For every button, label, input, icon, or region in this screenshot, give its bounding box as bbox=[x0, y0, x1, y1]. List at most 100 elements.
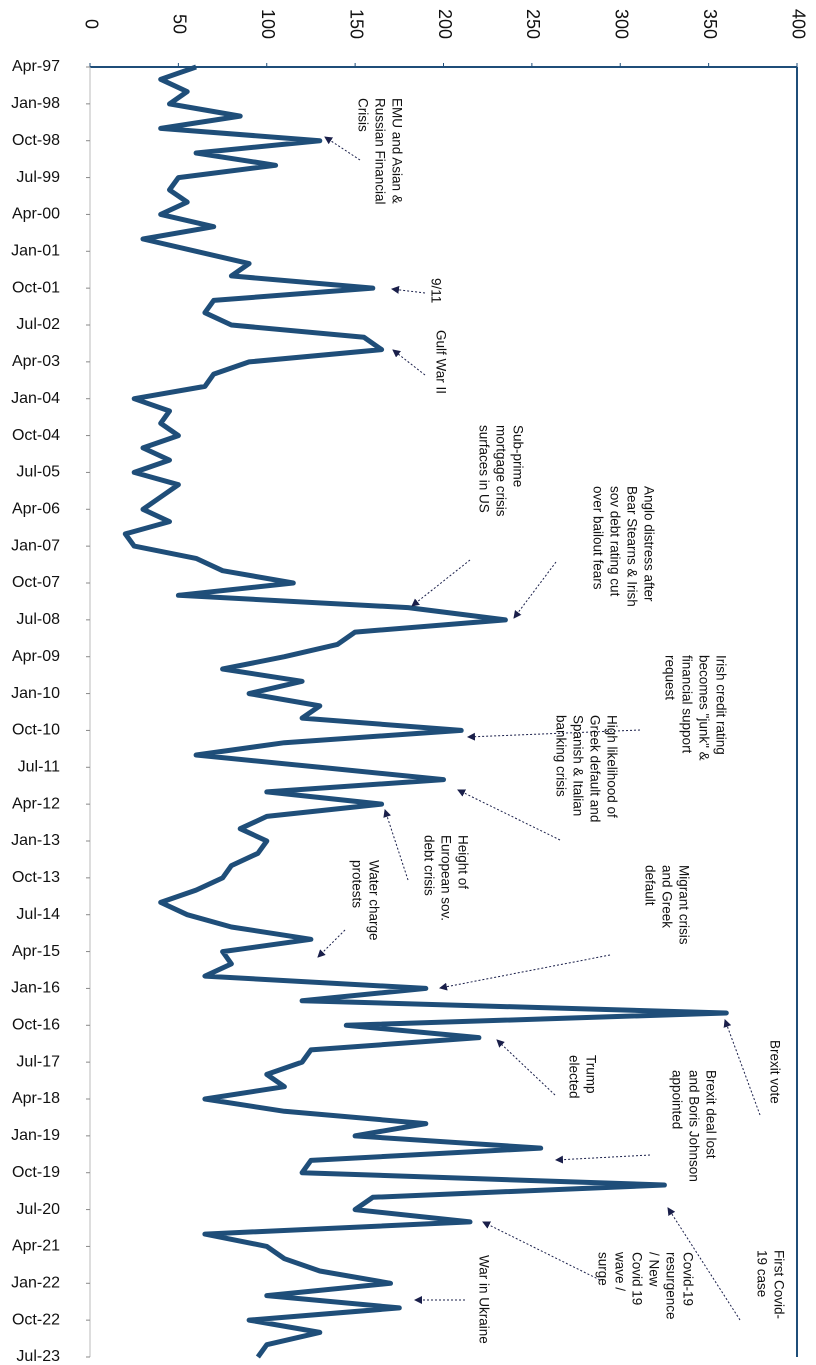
annotation-arrow bbox=[383, 809, 409, 881]
category-label: Jul-14 bbox=[16, 906, 60, 923]
category-label: Oct-07 bbox=[12, 574, 60, 591]
annotation: surfaces in US bbox=[476, 425, 491, 513]
category-label: Apr-12 bbox=[12, 795, 60, 812]
category-label: Apr-21 bbox=[12, 1238, 60, 1255]
category-label: Jan-13 bbox=[11, 832, 60, 849]
annotation: Greek default and bbox=[587, 715, 602, 822]
annotation-arrow bbox=[411, 559, 471, 607]
annotation-arrow bbox=[496, 1039, 556, 1096]
annotation-arrow bbox=[467, 729, 641, 741]
annotation: Trump bbox=[583, 1055, 598, 1094]
category-label: Jul-08 bbox=[16, 611, 60, 628]
annotation-arrow bbox=[391, 285, 426, 294]
annotation: Covid 19 bbox=[629, 1252, 644, 1305]
annotation: and Greek bbox=[659, 865, 674, 928]
annotation-arrow bbox=[482, 1221, 601, 1281]
value-tick-label: 400 bbox=[788, 9, 808, 39]
annotation: Covid-19 bbox=[680, 1252, 695, 1306]
category-label: Jul-23 bbox=[16, 1348, 60, 1365]
annotation-arrow bbox=[392, 349, 426, 376]
value-tick-label: 50 bbox=[170, 14, 190, 34]
annotation: Migrant crisis bbox=[676, 865, 691, 945]
annotation: surge bbox=[595, 1252, 610, 1286]
annotation-arrow bbox=[439, 954, 611, 991]
annotation: Height of bbox=[455, 835, 470, 889]
category-label: Oct-13 bbox=[12, 869, 60, 886]
annotation: financial support bbox=[679, 655, 694, 754]
annotation-arrow bbox=[324, 136, 361, 161]
value-tick-label: 300 bbox=[612, 9, 632, 39]
annotation-arrow bbox=[513, 561, 557, 619]
category-label: Jan-07 bbox=[11, 537, 60, 554]
value-tick-label: 150 bbox=[346, 9, 366, 39]
annotation: request bbox=[662, 655, 677, 700]
annotation: default bbox=[642, 865, 657, 906]
annotation: 9/11 bbox=[428, 278, 443, 303]
category-label: Apr-97 bbox=[12, 58, 60, 75]
annotation: Crisis bbox=[355, 98, 370, 132]
data-line bbox=[122, 64, 729, 1359]
category-label: Apr-06 bbox=[12, 501, 60, 518]
value-tick-label: 350 bbox=[700, 9, 720, 39]
annotation: mortgage crisis bbox=[493, 425, 508, 517]
annotation: resurgence bbox=[663, 1252, 678, 1320]
annotation: Water charge bbox=[366, 860, 381, 941]
annotation: sov debt rating cut bbox=[607, 486, 622, 597]
category-label: Jul-17 bbox=[16, 1053, 60, 1070]
category-label: Apr-09 bbox=[12, 648, 60, 665]
annotation: over bailout fears bbox=[590, 486, 605, 590]
annotation: Sub-prime bbox=[510, 425, 525, 487]
annotation: / New bbox=[646, 1252, 661, 1287]
category-label: Apr-03 bbox=[12, 353, 60, 370]
category-label: Oct-01 bbox=[12, 279, 60, 296]
category-label: Jan-01 bbox=[11, 243, 60, 260]
annotation: Anglo distress after bbox=[641, 486, 656, 602]
category-label: Jan-22 bbox=[11, 1275, 60, 1292]
category-label: Jul-02 bbox=[16, 316, 60, 333]
annotation: Bear Stearns & Irish bbox=[624, 486, 639, 607]
category-label: Jan-04 bbox=[11, 390, 60, 407]
annotation: Gulf War II bbox=[433, 330, 448, 394]
annotation: becomes "junk" & bbox=[696, 655, 711, 761]
annotation: EMU and Asian & bbox=[389, 98, 404, 204]
annotation-arrow bbox=[457, 789, 561, 841]
annotation: banking crisis bbox=[553, 715, 568, 797]
value-tick-label: 0 bbox=[81, 19, 101, 29]
annotation-arrow bbox=[723, 1019, 761, 1116]
value-tick-label: 100 bbox=[258, 9, 278, 39]
category-label: Oct-22 bbox=[12, 1311, 60, 1328]
annotation: Brexit vote bbox=[767, 1040, 782, 1104]
annotation: protests bbox=[349, 860, 364, 908]
value-tick-label: 200 bbox=[435, 9, 455, 39]
category-label: Oct-19 bbox=[12, 1164, 60, 1181]
category-label: Jul-05 bbox=[16, 464, 60, 481]
annotation: High likelihood of bbox=[604, 715, 619, 818]
annotation-arrow bbox=[317, 929, 346, 958]
category-label: Oct-10 bbox=[12, 722, 60, 739]
annotation: appointed bbox=[669, 1070, 684, 1129]
category-label: Oct-98 bbox=[12, 132, 60, 149]
annotation: War in Ukraine bbox=[476, 1255, 491, 1344]
annotation: Brexit deal lost bbox=[703, 1070, 718, 1159]
annotation: debt crisis bbox=[421, 835, 436, 896]
category-label: Apr-00 bbox=[12, 206, 60, 223]
category-label: Apr-18 bbox=[12, 1090, 60, 1107]
category-label: Jul-20 bbox=[16, 1201, 60, 1218]
annotation: wave / bbox=[612, 1251, 627, 1291]
category-label: Jul-11 bbox=[18, 759, 60, 776]
annotation: First Covid- bbox=[771, 1250, 786, 1319]
annotation: elected bbox=[566, 1055, 581, 1099]
category-label: Jul-99 bbox=[16, 169, 60, 186]
annotation: and Boris Johnson bbox=[686, 1070, 701, 1182]
category-label: Jan-16 bbox=[11, 980, 60, 997]
category-label: Jan-10 bbox=[11, 685, 60, 702]
category-label: Oct-04 bbox=[12, 427, 60, 444]
annotation: Russian Financial bbox=[372, 98, 387, 205]
category-label: Jan-19 bbox=[11, 1127, 60, 1144]
annotation: Irish credit rating bbox=[713, 655, 728, 755]
annotation-arrow bbox=[555, 1154, 651, 1164]
annotation: European sov. bbox=[438, 835, 453, 921]
annotation: Spanish & Italian bbox=[570, 715, 585, 816]
annotation: 19 case bbox=[754, 1250, 769, 1297]
